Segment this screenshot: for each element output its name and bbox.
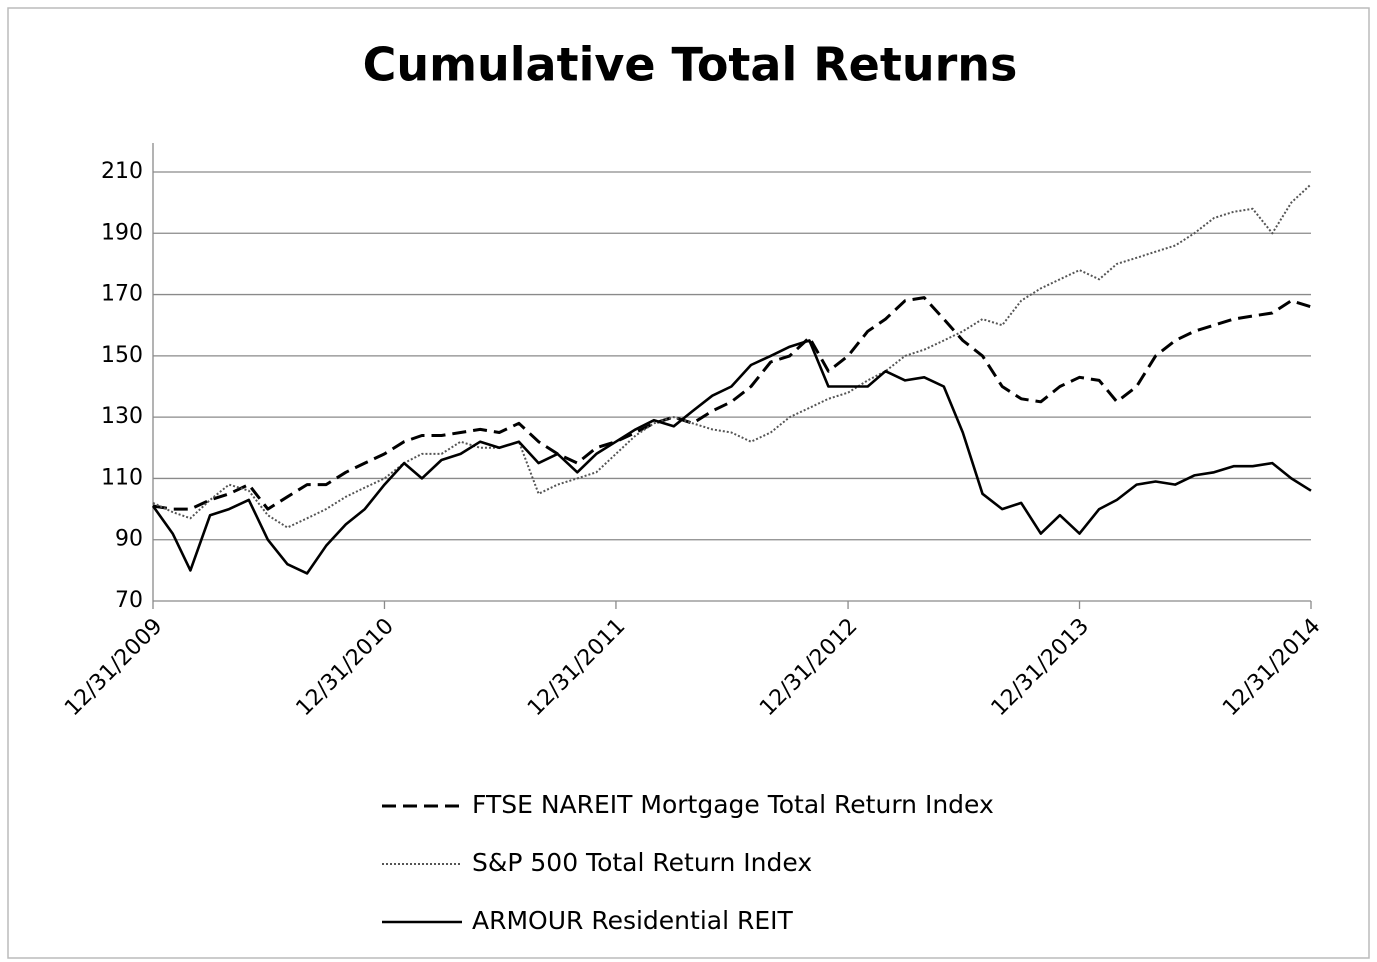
chart-title: Cumulative Total Returns — [363, 38, 1018, 92]
y-tick-label: 110 — [101, 465, 143, 490]
y-tick-label: 170 — [101, 282, 143, 307]
y-tick-label: 190 — [101, 220, 143, 245]
y-tick-label: 70 — [115, 588, 143, 613]
legend-label: ARMOUR Residential REIT — [472, 906, 794, 935]
series-line — [151, 339, 1312, 575]
legend-label: S&P 500 Total Return Index — [472, 848, 812, 877]
y-tick-label: 130 — [101, 404, 143, 429]
y-tick-label: 210 — [101, 159, 143, 184]
series-line — [152, 183, 1312, 529]
series-line — [152, 296, 1312, 511]
y-tick-label: 150 — [101, 343, 143, 368]
legend-label: FTSE NAREIT Mortgage Total Return Index — [472, 790, 994, 819]
y-tick-label: 90 — [115, 527, 143, 552]
